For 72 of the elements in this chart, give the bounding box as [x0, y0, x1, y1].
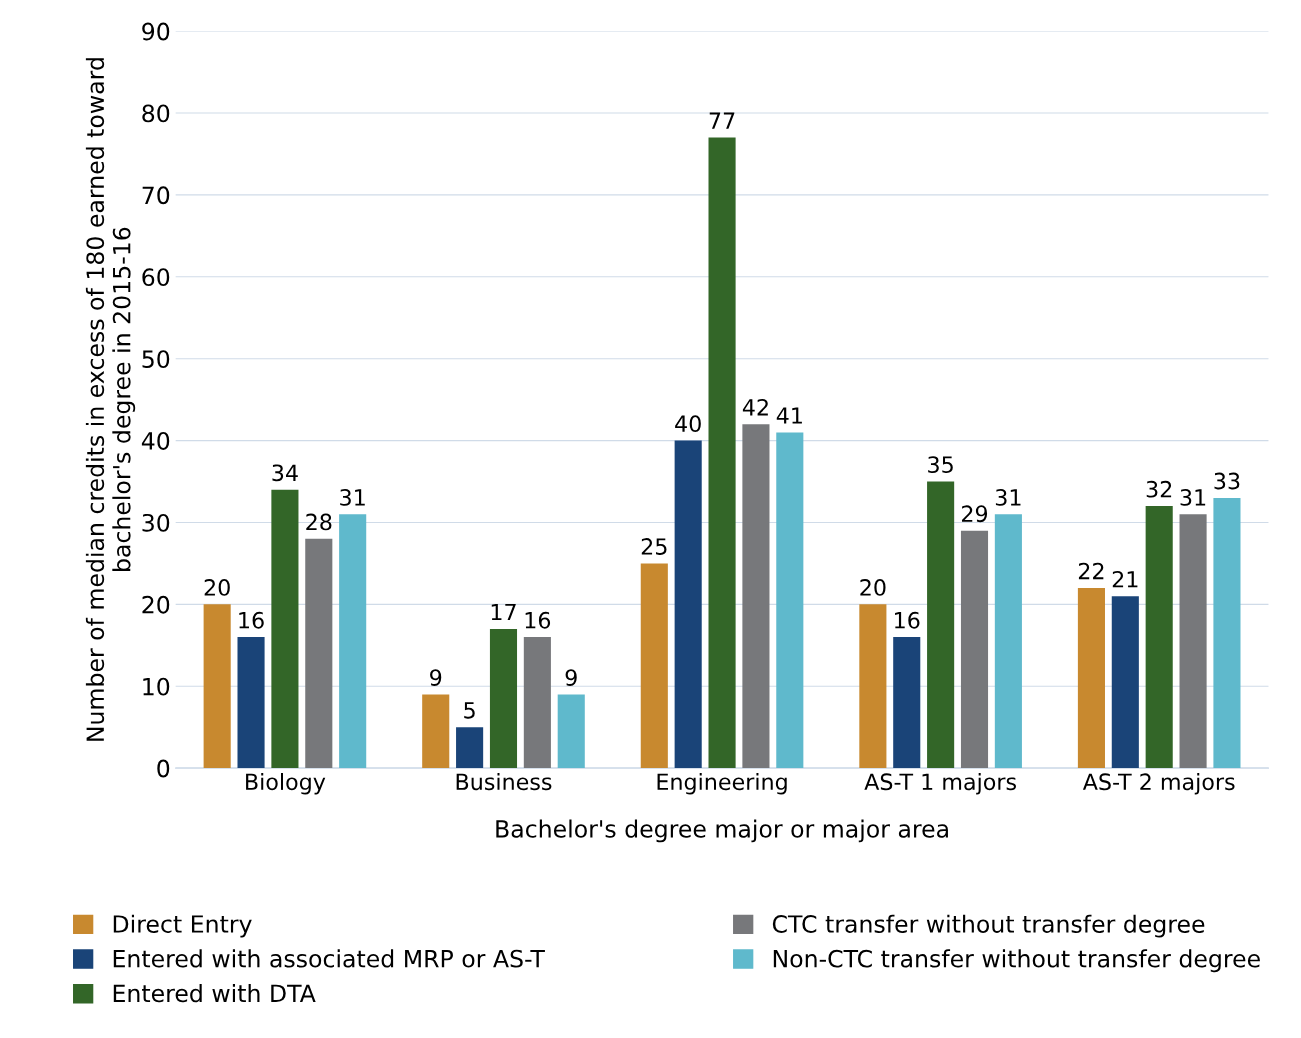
- y-tick-label: 40: [141, 432, 170, 450]
- legend-label: CTC transfer without transfer degree: [772, 914, 1205, 938]
- data-label: 9: [565, 669, 577, 686]
- bar: [893, 637, 921, 769]
- data-label: 31: [1180, 488, 1206, 506]
- y-tick-label: 90: [142, 22, 170, 41]
- bar: [960, 530, 989, 769]
- data-label: 22: [1078, 562, 1104, 580]
- bar: [237, 637, 265, 769]
- bar: [271, 489, 299, 769]
- x-tick-label: AS-T 2 majors: [1082, 772, 1235, 795]
- data-label: 40: [675, 415, 701, 433]
- y-tick-label: 20: [142, 595, 170, 614]
- data-label: 5: [464, 702, 475, 719]
- bar: [776, 432, 804, 769]
- data-label: 16: [239, 611, 264, 629]
- legend-label: Non-CTC transfer without transfer degree: [773, 949, 1260, 973]
- bar: [742, 424, 770, 769]
- bar: [203, 604, 231, 769]
- data-label: 20: [860, 579, 886, 596]
- data-label: 31: [340, 488, 365, 506]
- y-tick-label: 70: [142, 186, 170, 205]
- legend-label: Entered with DTA: [113, 983, 316, 1003]
- bar: [927, 481, 955, 769]
- bar: [489, 628, 518, 769]
- y-tick-label: 50: [142, 350, 170, 368]
- bar: [708, 137, 736, 769]
- data-label: 20: [204, 579, 230, 596]
- data-label: 31: [995, 488, 1021, 506]
- bar: [1077, 587, 1105, 769]
- data-label: 33: [1214, 472, 1240, 490]
- bar: [1179, 514, 1207, 769]
- bar: [305, 538, 333, 769]
- data-label: 77: [709, 112, 735, 129]
- data-label: 42: [742, 398, 768, 416]
- x-tick-label: Business: [456, 772, 552, 791]
- bar: [422, 694, 450, 769]
- bar: [1145, 506, 1173, 769]
- x-axis-title: Bachelor's degree major or major area: [496, 819, 948, 843]
- data-label: 28: [306, 513, 332, 531]
- bar: [1111, 596, 1139, 769]
- bar: [1213, 497, 1241, 769]
- x-tick-label: Biology: [246, 772, 326, 795]
- data-label: 34: [272, 464, 298, 482]
- bar: [557, 694, 585, 769]
- y-tick-label: 10: [143, 677, 170, 696]
- y-tick-label: 60: [142, 268, 170, 287]
- bar: [674, 440, 702, 769]
- bar: [640, 563, 668, 769]
- y-tick-label: 80: [142, 104, 170, 123]
- bar: [456, 727, 484, 769]
- y-tick-label: 30: [142, 513, 170, 532]
- x-tick-label: Engineering: [657, 772, 787, 795]
- data-label: 25: [641, 538, 667, 555]
- bar: [339, 514, 367, 769]
- data-label: 16: [525, 611, 551, 629]
- data-label: 16: [895, 611, 920, 629]
- bar: [994, 514, 1022, 769]
- data-label: 29: [961, 505, 988, 523]
- data-label: 17: [491, 603, 516, 621]
- data-label: 41: [776, 407, 802, 424]
- legend-label: Direct Entry: [113, 914, 252, 938]
- bar: [859, 604, 887, 769]
- y-axis-title: Number of median credits in excess of 180 earned toward bachelor's degree in 2015-16: [85, 58, 136, 741]
- y-tick-label: 0: [157, 759, 170, 778]
- legend-label: Entered with associated MRP or AS-T: [113, 949, 545, 968]
- bar: [523, 637, 551, 769]
- data-label: 9: [430, 669, 442, 686]
- data-label: 32: [1146, 480, 1172, 498]
- x-tick-label: AS-T 1 majors: [864, 772, 1016, 795]
- data-label: 35: [928, 456, 953, 474]
- data-label: 21: [1112, 570, 1138, 588]
